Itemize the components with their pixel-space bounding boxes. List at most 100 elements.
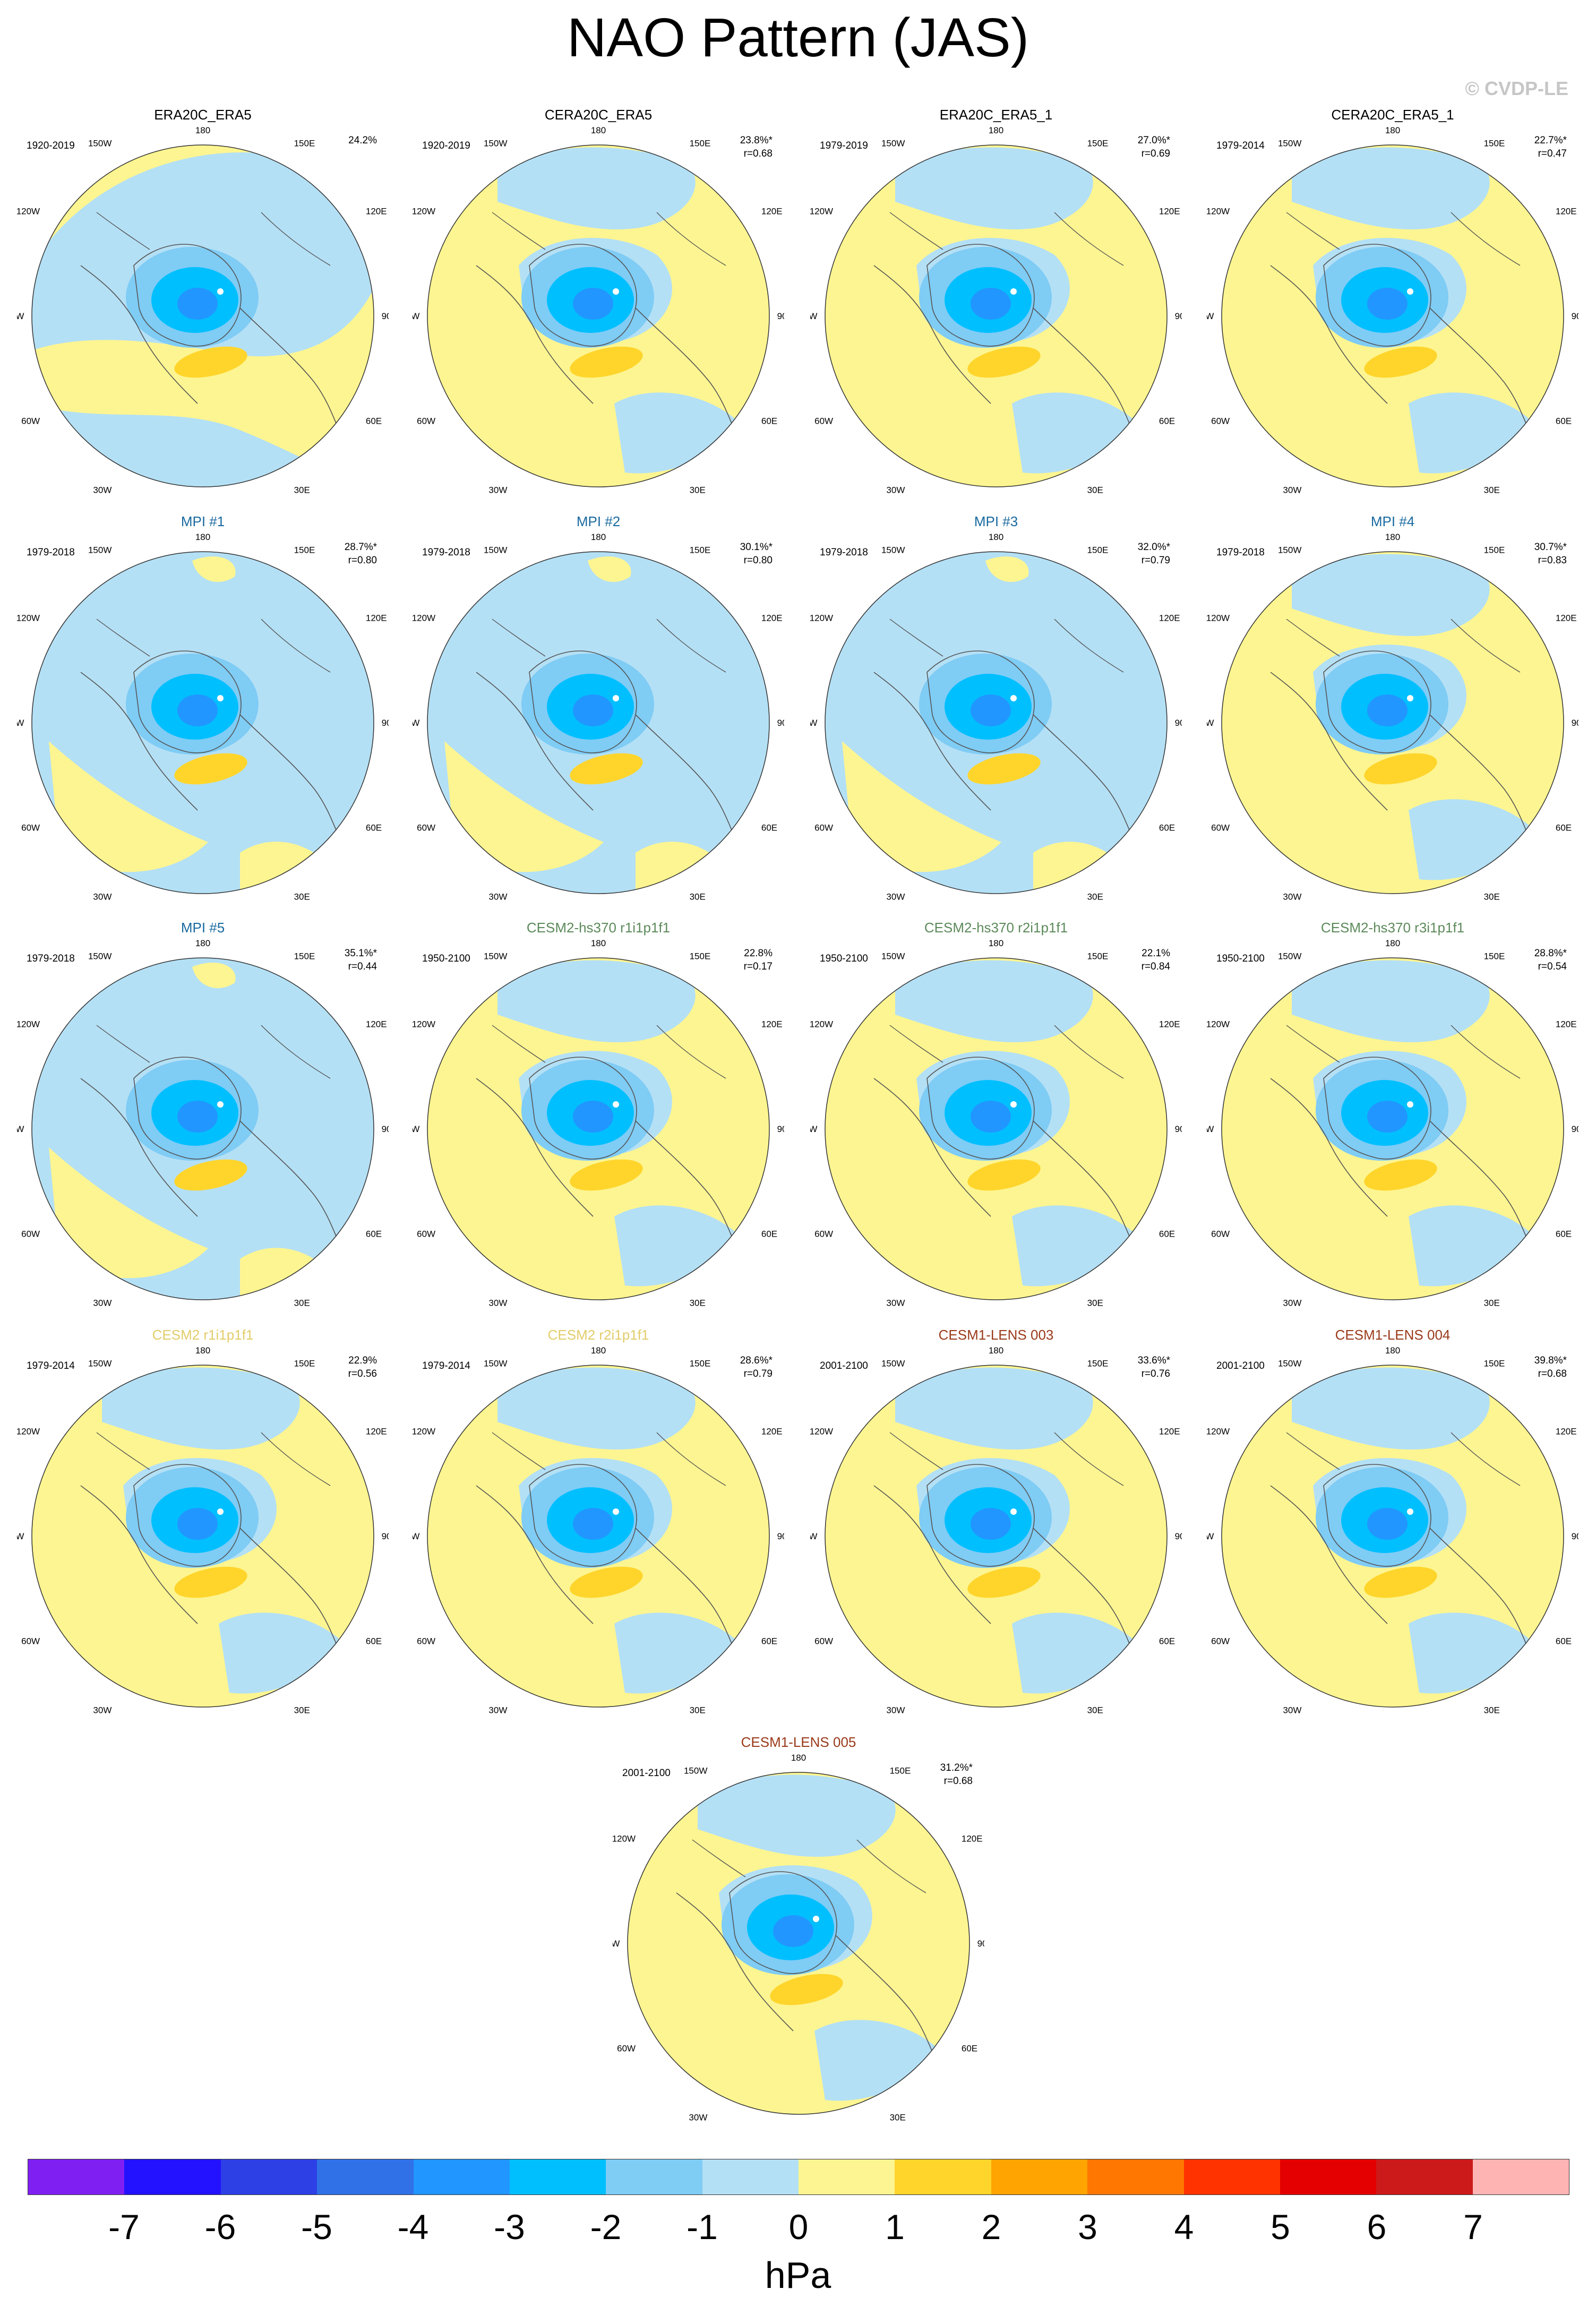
longitude-label: 60E — [1556, 416, 1572, 426]
longitude-label: 120W — [17, 1019, 40, 1030]
longitude-label: 90W — [1207, 718, 1214, 728]
longitude-label: 30E — [294, 1705, 310, 1716]
longitude-label: 30E — [294, 485, 310, 495]
longitude-label: 150W — [88, 139, 111, 149]
variance-percent: 28.8%* — [1534, 948, 1567, 959]
longitude-label: 30E — [1087, 892, 1103, 902]
longitude-label: 30E — [1087, 485, 1103, 495]
panel-years: 1979-2018 — [27, 953, 75, 964]
colorbar-tick-label: 3 — [1078, 2207, 1097, 2247]
polar-map: 1800150W150E120W120E90W90E60W60E30W30E — [413, 125, 784, 495]
panel-years: 1920-2019 — [27, 140, 75, 151]
longitude-label: 90W — [413, 311, 419, 321]
map-panel: CESM1-LENS 0042001-210039.8%*r=0.6818001… — [1207, 1326, 1578, 1719]
polar-map: 1800150W150E120W120E90W90E60W60E30W30E — [1207, 125, 1578, 495]
panel-stats: 28.8%* r=0.54 — [1534, 947, 1567, 973]
panel-years: 1920-2019 — [422, 140, 470, 151]
pattern-correlation: r=0.83 — [1538, 555, 1567, 566]
pattern-correlation: r=0.44 — [348, 961, 377, 972]
longitude-label: 60W — [21, 1229, 40, 1239]
longitude-label: 60E — [1159, 1636, 1175, 1646]
longitude-label: 90E — [977, 1939, 984, 1949]
longitude-label: 150E — [890, 1766, 911, 1776]
panel-title: CESM1-LENS 005 — [741, 1734, 856, 1750]
longitude-label: 150E — [1087, 1359, 1109, 1369]
longitude-label: 60E — [1159, 416, 1175, 426]
longitude-label: 120W — [1207, 1427, 1230, 1437]
pattern-correlation: r=0.17 — [743, 961, 773, 972]
variance-percent: 23.8%* — [740, 135, 773, 146]
colorbar-tick-label: 6 — [1367, 2207, 1387, 2247]
longitude-label: 120E — [761, 207, 783, 217]
panel-stats: 30.1%* r=0.80 — [740, 541, 773, 567]
map-panel: CESM2 r1i1p1f11979-201422.9%r=0.56180015… — [17, 1326, 389, 1719]
longitude-label: 120W — [413, 1019, 435, 1030]
longitude-label: 90E — [1572, 1531, 1578, 1541]
longitude-label: 30W — [886, 1705, 905, 1716]
panel-stats: 24.2% — [348, 134, 377, 147]
longitude-label: 30E — [294, 892, 310, 902]
longitude-label: 180 — [989, 125, 1003, 135]
longitude-label: 120E — [366, 613, 387, 623]
longitude-label: 180 — [591, 938, 606, 948]
longitude-label: 90E — [382, 718, 389, 728]
map-panel: MPI #21979-201830.1%*r=0.801800150W150E1… — [413, 513, 784, 906]
colorbar-swatch — [799, 2159, 895, 2194]
panel-years: 2001-2100 — [820, 1360, 868, 1371]
variance-percent: 28.6%* — [740, 1355, 773, 1366]
map-panel: ERA20C_ERA5_11979-201927.0%*r=0.69180015… — [810, 106, 1182, 499]
longitude-label: 30E — [690, 1705, 706, 1716]
panel-years: 1979-2018 — [1216, 547, 1265, 558]
longitude-label: 150E — [1484, 951, 1505, 962]
panel-title: ERA20C_ERA5_1 — [939, 107, 1053, 123]
panel-stats: 39.8%* r=0.68 — [1534, 1354, 1567, 1381]
longitude-label: 90E — [1175, 718, 1182, 728]
longitude-label: 60W — [417, 822, 435, 833]
colorbar-unit: hPa — [765, 2254, 831, 2296]
polar-map: 1800150W150E120W120E90W90E60W60E30W30E — [17, 125, 389, 495]
longitude-label: 90W — [810, 311, 817, 321]
longitude-label: 90W — [1207, 311, 1214, 321]
longitude-label: 150E — [294, 545, 315, 555]
longitude-label: 180 — [1385, 1345, 1400, 1356]
longitude-label: 30E — [890, 2113, 906, 2123]
longitude-label: 120E — [761, 1427, 783, 1437]
longitude-label: 150W — [484, 139, 507, 149]
longitude-label: 180 — [591, 125, 606, 135]
pattern-correlation: r=0.68 — [1538, 1368, 1567, 1379]
longitude-label: 180 — [791, 1753, 806, 1763]
longitude-label: 150W — [881, 139, 905, 149]
panel-years: 1950-2100 — [820, 953, 868, 964]
colorbar-tick-label: 4 — [1174, 2207, 1194, 2247]
longitude-label: 30E — [1484, 1705, 1500, 1716]
colorbar-tick-label: 5 — [1271, 2207, 1290, 2247]
panel-years: 1979-2014 — [422, 1360, 470, 1371]
longitude-label: 90E — [777, 311, 784, 321]
longitude-label: 120W — [1207, 207, 1230, 217]
longitude-label: 60E — [761, 416, 777, 426]
polar-map: 1800150W150E120W120E90W90E60W60E30W30E — [1207, 532, 1578, 902]
longitude-label: 120E — [366, 207, 387, 217]
pattern-correlation: r=0.79 — [743, 1368, 773, 1379]
longitude-label: 120E — [962, 1834, 983, 1844]
longitude-label: 90W — [613, 1939, 620, 1949]
longitude-label: 90W — [810, 1124, 817, 1134]
colorbar-swatch — [606, 2159, 702, 2194]
longitude-label: 180 — [1385, 532, 1400, 542]
panel-years: 1979-2018 — [27, 547, 75, 558]
pattern-correlation: r=0.56 — [348, 1368, 377, 1379]
colorbar-swatch — [413, 2159, 510, 2194]
colorbar-tick-label: -6 — [204, 2207, 236, 2247]
longitude-label: 90W — [17, 718, 24, 728]
longitude-label: 90W — [413, 1531, 419, 1541]
longitude-label: 90E — [382, 311, 389, 321]
longitude-label: 90E — [1572, 1124, 1578, 1134]
longitude-label: 60W — [1211, 1636, 1230, 1646]
pattern-correlation: r=0.80 — [348, 555, 377, 566]
longitude-label: 150W — [881, 1359, 905, 1369]
panel-years: 1979-2014 — [27, 1360, 75, 1371]
map-panel: ERA20C_ERA51920-201924.2%1800150W150E120… — [17, 106, 389, 499]
longitude-label: 150E — [690, 1359, 711, 1369]
longitude-label: 60E — [366, 1229, 382, 1239]
longitude-label: 150W — [484, 951, 507, 962]
